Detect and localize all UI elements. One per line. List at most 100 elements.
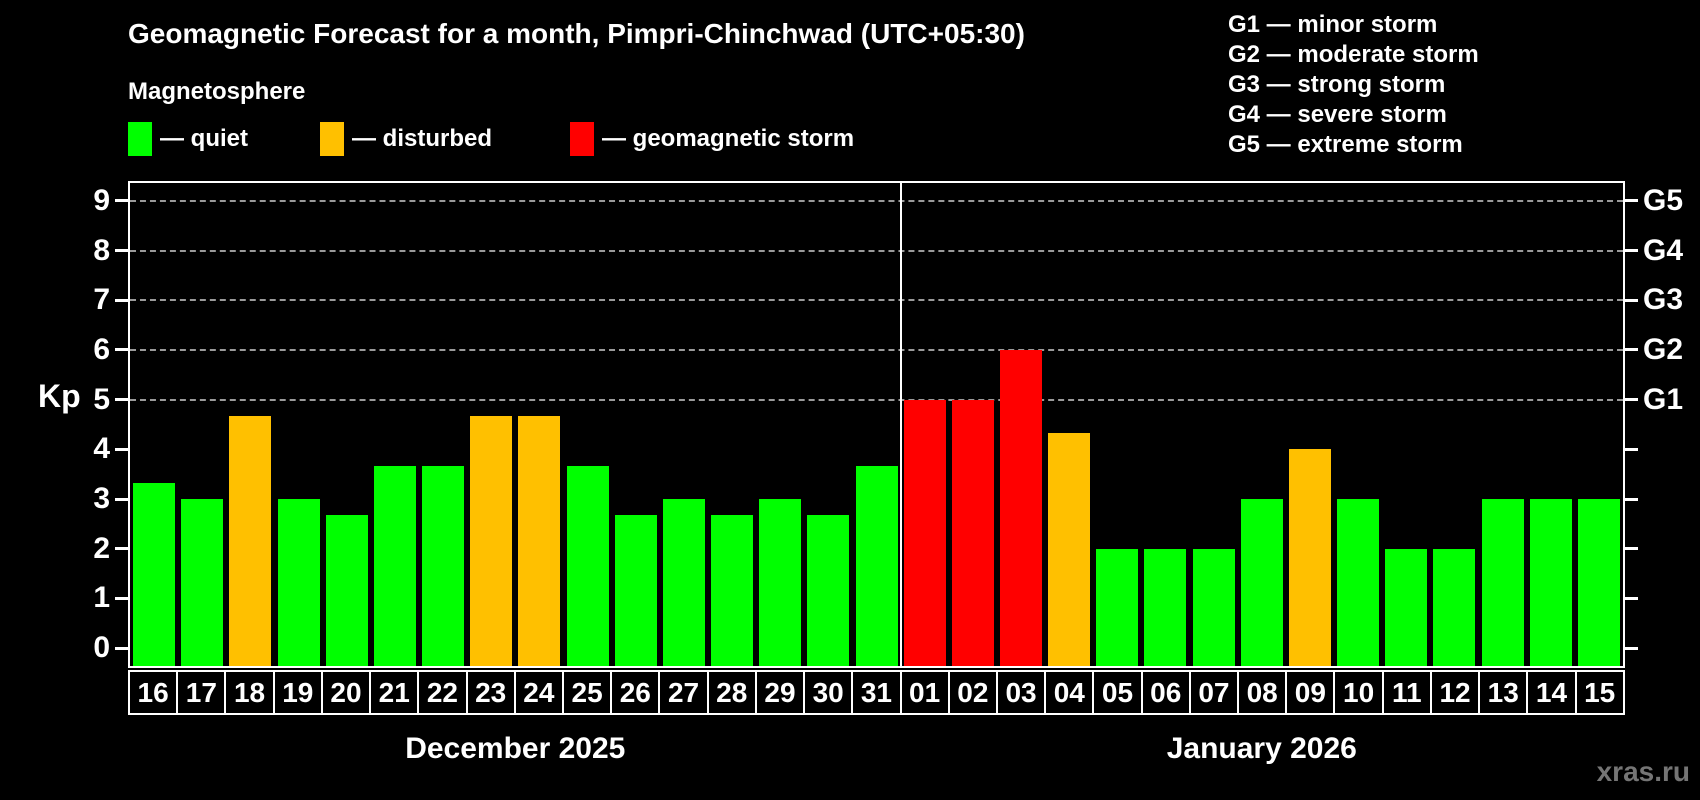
month-label-1: January 2026 (1166, 732, 1357, 765)
g3-legend-line: G3 — strong storm (1228, 71, 1446, 98)
y-tick-label-1: 1 (93, 581, 110, 615)
kp-bar-03 (999, 349, 1042, 666)
plot-area (128, 181, 1625, 668)
day-label-18: 18 (224, 670, 275, 715)
g4-legend-line: G4 — severe storm (1228, 101, 1447, 128)
storm-color-swatch (570, 122, 594, 156)
g-tick-6 (1625, 348, 1638, 352)
kp-bar-16 (133, 482, 176, 666)
kp-bar-17 (181, 499, 224, 666)
g-tick-label-G1: G1 (1643, 382, 1684, 416)
day-label-22: 22 (417, 670, 468, 715)
kp-bar-30 (807, 515, 850, 666)
month-label-0: December 2025 (405, 732, 626, 765)
kp-bar-21 (373, 465, 416, 666)
kp-bar-13 (1481, 499, 1524, 666)
y-tick-3 (115, 497, 128, 501)
g-tick-5 (1625, 398, 1638, 402)
g-tick-7 (1625, 298, 1638, 302)
y-tick-label-2: 2 (93, 531, 110, 565)
g-tick-0 (1625, 646, 1638, 650)
kp-bar-24 (518, 416, 561, 666)
day-label-27: 27 (658, 670, 709, 715)
day-label-23: 23 (465, 670, 516, 715)
g1-legend-line: G1 — minor storm (1228, 11, 1438, 38)
y-tick-9 (115, 199, 128, 203)
kp-bar-10 (1337, 499, 1380, 666)
day-axis: 16 17 18 19 20 21 22 23 24 25 26 27 28 29 30 31 01 02 03 04… (128, 670, 1625, 715)
g2-legend-line: G2 — moderate storm (1228, 41, 1479, 68)
day-label-14: 14 (1526, 670, 1577, 715)
kp-bar-22 (422, 465, 465, 666)
chart-title: Geomagnetic Forecast for a month, Pimpri… (128, 18, 1025, 49)
y-tick-1 (115, 596, 128, 600)
kp-bar-07 (1192, 548, 1235, 666)
day-label-24: 24 (513, 670, 564, 715)
day-label-17: 17 (176, 670, 227, 715)
g-tick-8 (1625, 249, 1638, 253)
day-label-02: 02 (947, 670, 998, 715)
day-label-21: 21 (369, 670, 420, 715)
storm-legend-label: — geomagnetic storm (602, 125, 855, 152)
kp-bar-04 (1048, 432, 1091, 666)
kp-bar-29 (759, 499, 802, 666)
y-tick-label-0: 0 (93, 631, 110, 665)
g-tick-2 (1625, 547, 1638, 551)
y-tick-label-9: 9 (93, 183, 110, 217)
kp-bar-27 (662, 499, 705, 666)
quiet-legend-label: — quiet (160, 125, 248, 152)
g-tick-9 (1625, 199, 1638, 203)
kp-bar-18 (229, 416, 272, 666)
day-label-03: 03 (995, 670, 1047, 715)
day-label-01: 01 (899, 670, 950, 715)
day-label-29: 29 (754, 670, 806, 715)
y-tick-4 (115, 447, 128, 451)
y-tick-6 (115, 348, 128, 352)
kp-bar-02 (951, 399, 994, 666)
kp-bar-19 (277, 499, 320, 666)
kp-bar-20 (325, 515, 368, 666)
day-label-06: 06 (1140, 670, 1191, 715)
day-label-11: 11 (1381, 670, 1432, 715)
y-tick-label-8: 8 (93, 233, 110, 267)
day-label-12: 12 (1429, 670, 1481, 715)
quiet-color-swatch (128, 122, 152, 156)
day-label-31: 31 (851, 670, 902, 715)
y-tick-label-4: 4 (93, 432, 110, 466)
y-tick-5 (115, 398, 128, 402)
day-label-16: 16 (128, 670, 179, 715)
kp-bar-14 (1529, 499, 1572, 666)
g-tick-1 (1625, 596, 1638, 600)
kp-bar-11 (1385, 548, 1428, 666)
kp-bar-31 (855, 465, 898, 666)
day-label-04: 04 (1044, 670, 1095, 715)
kp-bar-08 (1240, 499, 1283, 666)
gridline-g5 (130, 199, 1623, 202)
y-tick-label-7: 7 (93, 283, 110, 317)
day-label-07: 07 (1188, 670, 1240, 715)
day-label-26: 26 (610, 670, 661, 715)
kp-bar-28 (711, 515, 754, 666)
g-scale-legend: G1 — minor storm G2 — moderate storm G3 … (1228, 10, 1479, 160)
gridline-g4 (130, 249, 1623, 252)
day-label-09: 09 (1285, 670, 1336, 715)
g-tick-label-G3: G3 (1643, 283, 1684, 317)
g-tick-label-G4: G4 (1643, 233, 1684, 267)
day-label-20: 20 (320, 670, 372, 715)
day-label-15: 15 (1574, 670, 1625, 715)
gridline-g3 (130, 299, 1623, 302)
kp-bar-05 (1096, 548, 1139, 666)
month-divider-line (899, 183, 902, 666)
day-label-25: 25 (561, 670, 613, 715)
g5-legend-line: G5 — extreme storm (1228, 131, 1463, 158)
day-label-08: 08 (1237, 670, 1288, 715)
watermark: xras.ru (1596, 756, 1690, 787)
day-label-19: 19 (272, 670, 323, 715)
gridline-g1 (130, 398, 1623, 401)
g-tick-3 (1625, 497, 1638, 501)
g-tick-4 (1625, 447, 1638, 451)
day-label-13: 13 (1478, 670, 1529, 715)
day-label-05: 05 (1092, 670, 1143, 715)
g-tick-label-G2: G2 (1643, 332, 1684, 366)
